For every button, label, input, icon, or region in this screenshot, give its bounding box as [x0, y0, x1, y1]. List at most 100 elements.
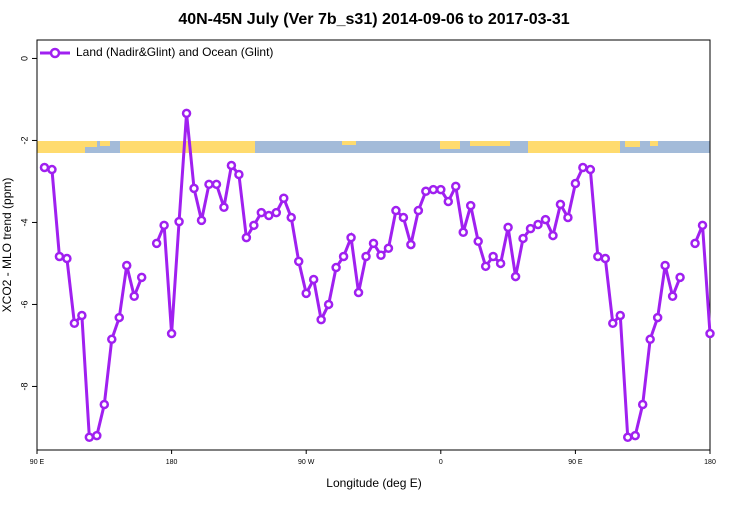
data-point [353, 287, 364, 298]
y-tick-label: -8 [19, 382, 29, 390]
data-point [480, 261, 491, 272]
data-point [436, 184, 446, 195]
data-point [615, 310, 626, 321]
data-point [443, 196, 454, 207]
data-point [600, 253, 611, 264]
data-point [675, 272, 685, 283]
data-point [189, 183, 199, 194]
x-axis-label: Longitude (deg E) [326, 476, 421, 490]
data-point [92, 430, 102, 441]
data-point [548, 230, 558, 241]
data-point [204, 179, 214, 190]
data-point [62, 253, 72, 264]
data-point [585, 164, 596, 175]
data-point [368, 238, 379, 249]
data-point [608, 318, 618, 329]
data-point [346, 232, 356, 243]
data-point [151, 238, 162, 249]
chart-title: 40N-45N July (Ver 7b_s31) 2014-09-06 to … [178, 11, 569, 28]
data-point [652, 312, 663, 323]
data-point [361, 251, 371, 262]
data-point [458, 227, 468, 238]
data-point [331, 262, 341, 273]
data-point [159, 220, 169, 231]
data-point [622, 432, 633, 443]
data-point [121, 260, 132, 271]
data-point [136, 272, 147, 283]
x-tick-label: 90 E [568, 459, 583, 466]
data-point [421, 186, 431, 197]
data-point [271, 207, 282, 218]
data-point [226, 160, 237, 171]
y-tick-label: 0 [19, 56, 29, 61]
data-point [196, 215, 207, 226]
data-point [398, 212, 409, 223]
x-tick-label: 0 [439, 459, 443, 466]
data-point [166, 328, 177, 339]
data-point [705, 328, 715, 339]
data-point [256, 207, 267, 218]
plot-frame [36, 39, 711, 451]
data-point [39, 162, 50, 173]
legend-marker [49, 47, 61, 59]
data-point [99, 399, 110, 410]
y-tick-label: -2 [19, 136, 29, 144]
data-point [465, 200, 476, 211]
x-tick-label: 180 [166, 459, 178, 466]
legend: Land (Nadir&Glint) and Ocean (Glint) [40, 45, 273, 59]
data-point [578, 162, 588, 173]
data-point [451, 181, 461, 192]
data-point [533, 219, 543, 230]
x-tick-label: 90 E [30, 459, 45, 466]
data-point [413, 205, 424, 216]
data-point [84, 432, 95, 443]
data-point [376, 250, 386, 260]
data-point [338, 251, 349, 262]
data-point [428, 184, 439, 195]
data-point [540, 214, 551, 225]
data-point [211, 179, 222, 190]
x-tick-label: 180 [704, 459, 716, 466]
data-point [383, 243, 394, 254]
legend-label: Land (Nadir&Glint) and Ocean (Glint) [76, 45, 273, 59]
data-point [249, 220, 259, 231]
data-point [316, 314, 326, 325]
data-point [525, 223, 536, 234]
data-point [406, 239, 416, 250]
data-point [107, 334, 117, 345]
data-point [241, 232, 252, 243]
data-point [495, 258, 506, 269]
data-point [555, 199, 566, 210]
data-point [174, 216, 184, 227]
data-point [697, 220, 708, 231]
data-point [637, 399, 648, 410]
data-point [323, 299, 334, 310]
data-point [645, 334, 655, 345]
data-point [667, 291, 678, 301]
data-point [308, 274, 319, 285]
data-point [234, 169, 244, 180]
data-point [301, 288, 311, 299]
data-point [473, 236, 483, 247]
y-tick-label: -4 [19, 218, 29, 226]
data-point [77, 310, 87, 321]
data-point [563, 212, 573, 223]
x-tick-label: 90 W [298, 459, 315, 466]
data-point [69, 318, 80, 329]
data-point [181, 108, 192, 119]
data-point [114, 312, 125, 323]
data-point [293, 256, 304, 267]
data-point [630, 430, 640, 441]
data-point [279, 193, 289, 204]
data-point [54, 251, 65, 262]
data-point [286, 212, 296, 223]
data-point [510, 271, 521, 282]
data-point [219, 202, 229, 213]
data-point [690, 238, 700, 249]
data-point [518, 233, 528, 244]
data-point [660, 260, 670, 271]
data-point [488, 251, 498, 262]
data-point [264, 210, 274, 221]
data-point [593, 251, 603, 262]
